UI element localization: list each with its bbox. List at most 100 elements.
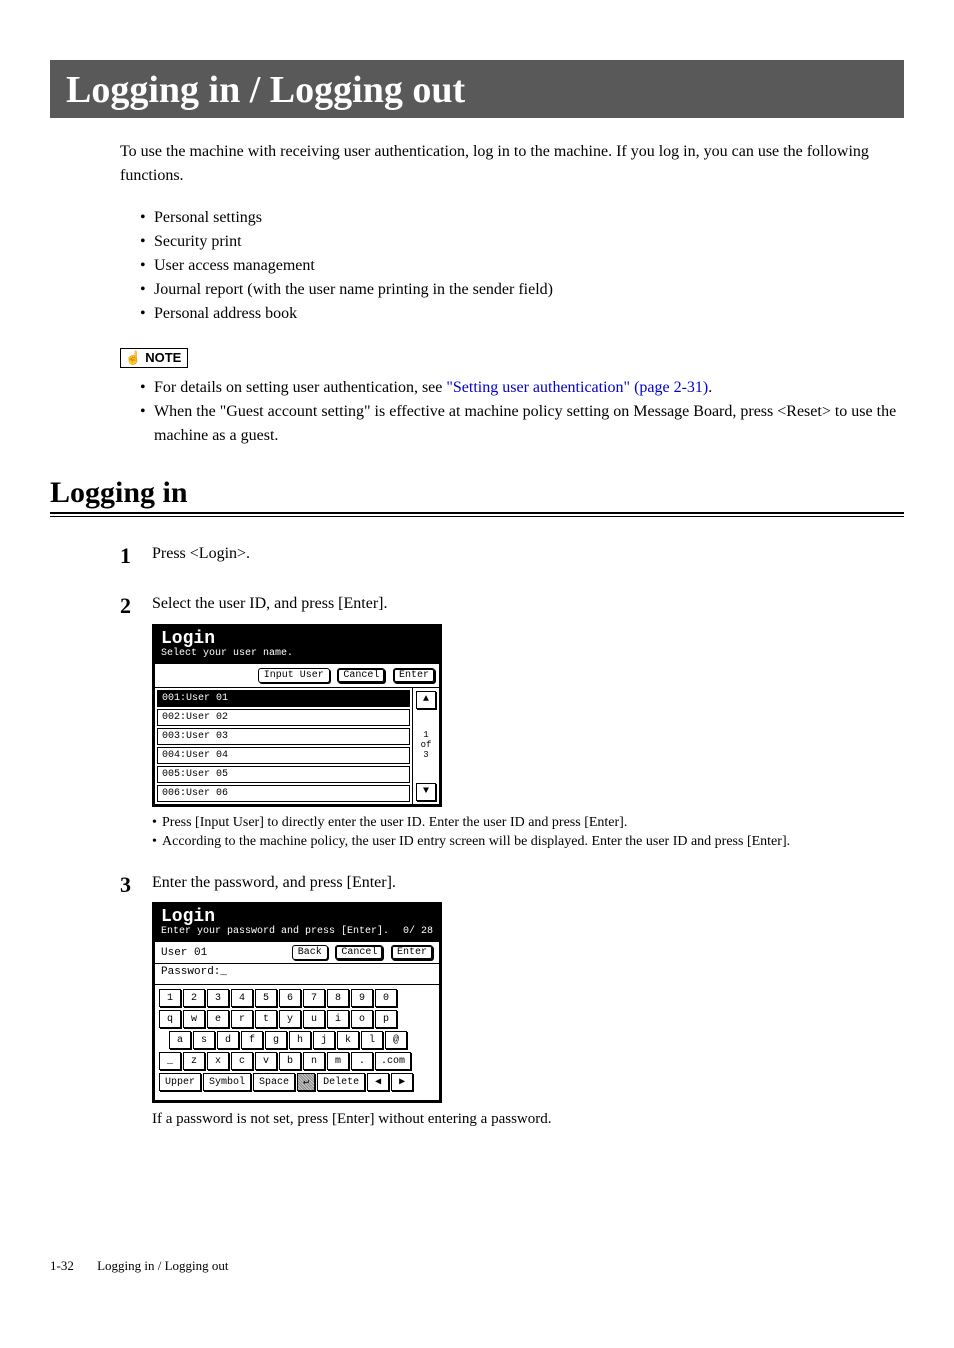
- note-link[interactable]: "Setting user authentication" (page 2-31…: [446, 379, 708, 396]
- lcd-list-items: 001:User 01 002:User 02 003:User 03 004:…: [155, 688, 413, 804]
- key-right[interactable]: ▶: [391, 1073, 413, 1091]
- lcd-subtitle: Select your user name.: [161, 648, 433, 660]
- user-row[interactable]: 001:User 01: [157, 690, 410, 707]
- key-delete[interactable]: Delete: [317, 1073, 365, 1091]
- key[interactable]: 7: [303, 989, 325, 1007]
- key[interactable]: 2: [183, 989, 205, 1007]
- key[interactable]: v: [255, 1052, 277, 1070]
- kbd-row-5: Upper Symbol Space ↵ Delete ◀ ▶: [159, 1073, 435, 1091]
- key[interactable]: 1: [159, 989, 181, 1007]
- kbd-row-2: q w e r t y u i o p: [159, 1010, 435, 1028]
- footer-page-number: 1-32: [50, 1258, 74, 1274]
- lcd-login-keyboard: Login Enter your password and press [Ent…: [152, 902, 442, 1103]
- user-row[interactable]: 006:User 06: [157, 785, 410, 802]
- key[interactable]: 9: [351, 989, 373, 1007]
- page-title: Logging in / Logging out: [66, 68, 888, 112]
- key[interactable]: 3: [207, 989, 229, 1007]
- step-number: 2: [120, 593, 152, 619]
- key[interactable]: @: [385, 1031, 407, 1049]
- scroll-down-button[interactable]: ▼: [416, 783, 436, 801]
- key[interactable]: x: [207, 1052, 229, 1070]
- key-dotcom[interactable]: .com: [375, 1052, 411, 1070]
- key[interactable]: c: [231, 1052, 253, 1070]
- kbd-row-4: _ z x c v b n m . .com: [159, 1052, 435, 1070]
- section-rule-thick: [50, 512, 904, 514]
- current-user: User 01: [161, 947, 207, 959]
- key[interactable]: d: [217, 1031, 239, 1049]
- key[interactable]: _: [159, 1052, 181, 1070]
- key[interactable]: k: [337, 1031, 359, 1049]
- lcd-button-row: Input User Cancel Enter: [155, 664, 439, 688]
- cancel-button[interactable]: Cancel: [335, 945, 383, 960]
- key[interactable]: l: [361, 1031, 383, 1049]
- char-counter: 0/ 28: [403, 926, 433, 938]
- key[interactable]: u: [303, 1010, 325, 1028]
- feature-item: Personal settings: [140, 206, 904, 230]
- scroll-up-button[interactable]: ▲: [416, 691, 436, 709]
- key[interactable]: 4: [231, 989, 253, 1007]
- key[interactable]: n: [303, 1052, 325, 1070]
- key[interactable]: i: [327, 1010, 349, 1028]
- cancel-button[interactable]: Cancel: [337, 668, 385, 683]
- note-item: For details on setting user authenticati…: [140, 376, 904, 400]
- key[interactable]: t: [255, 1010, 277, 1028]
- step-body: Select the user ID, and press [Enter]. L…: [152, 593, 904, 852]
- enter-button[interactable]: Enter: [391, 945, 433, 960]
- user-row[interactable]: 002:User 02: [157, 709, 410, 726]
- feature-item: Personal address book: [140, 302, 904, 326]
- enter-button[interactable]: Enter: [393, 668, 435, 683]
- key[interactable]: 8: [327, 989, 349, 1007]
- password-field[interactable]: Password:_: [155, 964, 439, 984]
- key[interactable]: q: [159, 1010, 181, 1028]
- footer-title: Logging in / Logging out: [97, 1258, 228, 1273]
- key[interactable]: 6: [279, 989, 301, 1007]
- key-enter[interactable]: ↵: [297, 1073, 315, 1091]
- lcd-keyboard: 1 2 3 4 5 6 7 8 9 0 q w e: [155, 984, 439, 1100]
- input-user-button[interactable]: Input User: [258, 668, 330, 683]
- step-notes: Press [Input User] to directly enter the…: [152, 813, 904, 852]
- key[interactable]: o: [351, 1010, 373, 1028]
- note-item: When the "Guest account setting" is effe…: [140, 400, 904, 448]
- key[interactable]: e: [207, 1010, 229, 1028]
- key[interactable]: m: [327, 1052, 349, 1070]
- key-space[interactable]: Space: [253, 1073, 295, 1091]
- key[interactable]: g: [265, 1031, 287, 1049]
- back-button[interactable]: Back: [292, 945, 328, 960]
- lcd-login-list: Login Select your user name. Input User …: [152, 624, 442, 807]
- lcd-header: Login Select your user name.: [155, 627, 439, 664]
- key[interactable]: h: [289, 1031, 311, 1049]
- key[interactable]: 0: [375, 989, 397, 1007]
- key[interactable]: 5: [255, 989, 277, 1007]
- step-note-item: According to the machine policy, the use…: [152, 832, 904, 852]
- page-title-bar: Logging in / Logging out: [50, 60, 904, 118]
- key[interactable]: z: [183, 1052, 205, 1070]
- intro-paragraph: To use the machine with receiving user a…: [120, 140, 904, 188]
- key[interactable]: b: [279, 1052, 301, 1070]
- page-indicator: 1 of 3: [421, 709, 432, 783]
- feature-item: Journal report (with the user name print…: [140, 278, 904, 302]
- key[interactable]: w: [183, 1010, 205, 1028]
- key-symbol[interactable]: Symbol: [203, 1073, 251, 1091]
- key[interactable]: y: [279, 1010, 301, 1028]
- step-note-item: Press [Input User] to directly enter the…: [152, 813, 904, 833]
- kbd-row-1: 1 2 3 4 5 6 7 8 9 0: [159, 989, 435, 1007]
- user-row[interactable]: 004:User 04: [157, 747, 410, 764]
- key[interactable]: p: [375, 1010, 397, 1028]
- key[interactable]: j: [313, 1031, 335, 1049]
- user-row[interactable]: 003:User 03: [157, 728, 410, 745]
- step-body: Enter the password, and press [Enter]. L…: [152, 872, 904, 1138]
- feature-item: Security print: [140, 230, 904, 254]
- bulb-icon: ☝: [125, 350, 141, 365]
- key[interactable]: r: [231, 1010, 253, 1028]
- key[interactable]: f: [241, 1031, 263, 1049]
- step: 2 Select the user ID, and press [Enter].…: [120, 593, 904, 852]
- note-label-box: ☝ NOTE: [120, 348, 188, 368]
- user-row[interactable]: 005:User 05: [157, 766, 410, 783]
- note-label-text: NOTE: [145, 350, 181, 365]
- lcd-title: Login: [161, 908, 433, 926]
- key[interactable]: s: [193, 1031, 215, 1049]
- key-left[interactable]: ◀: [367, 1073, 389, 1091]
- key[interactable]: .: [351, 1052, 373, 1070]
- key-upper[interactable]: Upper: [159, 1073, 201, 1091]
- key[interactable]: a: [169, 1031, 191, 1049]
